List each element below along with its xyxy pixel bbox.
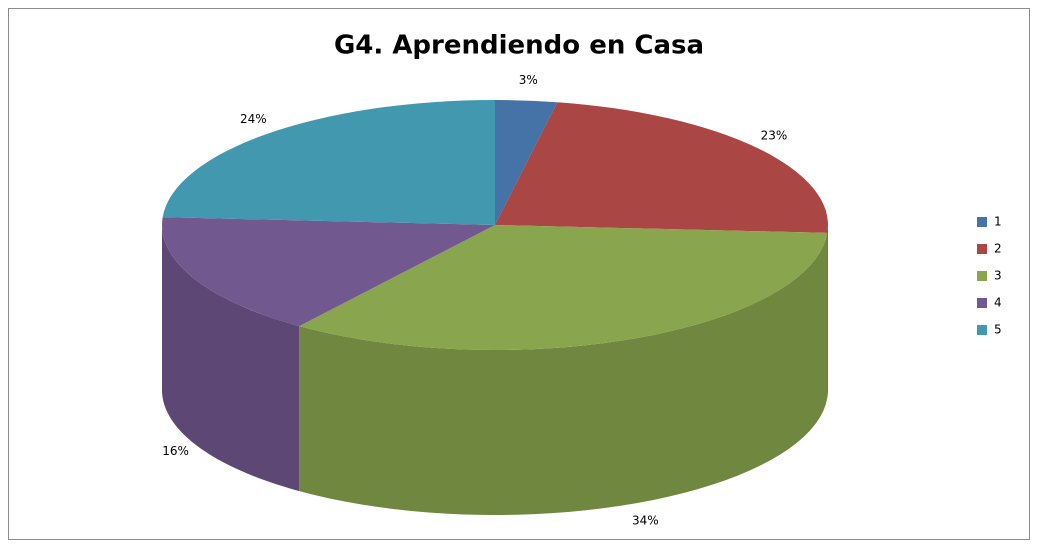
legend-swatch bbox=[977, 271, 987, 281]
slice bbox=[495, 102, 828, 233]
data-label: 24% bbox=[240, 112, 267, 126]
legend-label: 5 bbox=[994, 323, 1002, 337]
data-label: 23% bbox=[761, 129, 788, 143]
legend-swatch bbox=[977, 244, 987, 254]
slice bbox=[162, 99, 495, 225]
data-label: 34% bbox=[632, 514, 659, 528]
slice-side bbox=[299, 232, 828, 515]
data-label: 16% bbox=[162, 444, 189, 458]
legend-swatch bbox=[977, 298, 987, 308]
legend-swatch bbox=[977, 217, 987, 227]
chart-title: G4. Aprendiendo en Casa bbox=[334, 31, 704, 61]
slice bbox=[161, 217, 495, 327]
legend-label: 3 bbox=[994, 269, 1002, 283]
legend-label: 2 bbox=[994, 242, 1002, 256]
slice bbox=[495, 100, 558, 225]
slice-side bbox=[162, 225, 300, 492]
legend-swatch bbox=[977, 325, 987, 335]
slice bbox=[299, 225, 828, 351]
legend-label: 1 bbox=[994, 215, 1002, 229]
slice-side bbox=[827, 225, 828, 398]
legend-label: 4 bbox=[994, 296, 1002, 310]
data-label: 3% bbox=[519, 73, 538, 87]
